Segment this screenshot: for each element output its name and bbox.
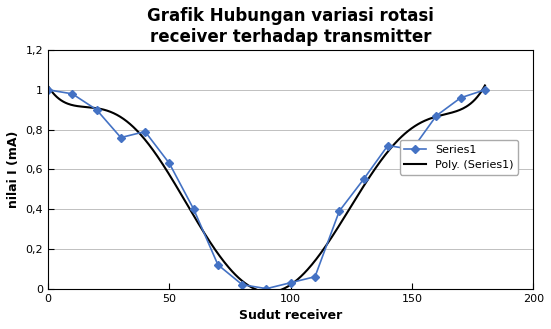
Series1: [69, 92, 75, 96]
Series1: [142, 130, 148, 134]
Legend: Series1, Poly. (Series1): Series1, Poly. (Series1): [399, 140, 518, 175]
Series1: [93, 108, 100, 112]
Series1: [263, 287, 270, 291]
Series1: [117, 136, 124, 139]
X-axis label: Sudut receiver: Sudut receiver: [239, 309, 342, 322]
Series1: [433, 114, 440, 118]
Series1: [190, 207, 197, 211]
Series1: [336, 209, 343, 213]
Series1: [409, 147, 415, 151]
Line: Series1: Series1: [45, 87, 488, 291]
Series1: [45, 88, 51, 92]
Series1: [288, 281, 294, 285]
Series1: [457, 96, 464, 100]
Series1: [214, 263, 221, 267]
Series1: [385, 143, 391, 147]
Series1: [166, 162, 172, 165]
Series1: [239, 283, 246, 287]
Title: Grafik Hubungan variasi rotasi
receiver terhadap transmitter: Grafik Hubungan variasi rotasi receiver …: [147, 7, 434, 46]
Series1: [482, 88, 488, 92]
Y-axis label: nilai I (mA): nilai I (mA): [7, 131, 20, 208]
Series1: [360, 177, 367, 181]
Series1: [312, 275, 318, 279]
